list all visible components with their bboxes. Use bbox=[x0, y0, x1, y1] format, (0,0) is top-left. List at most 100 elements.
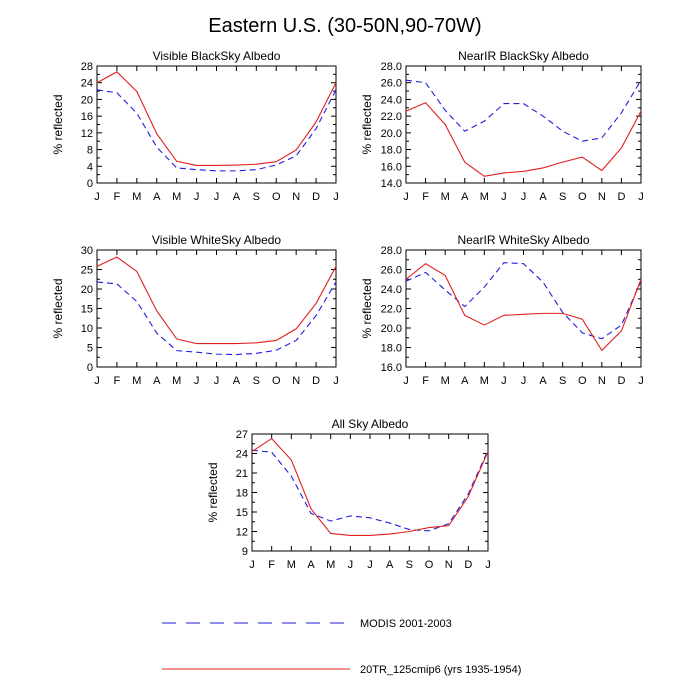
y-tick-label: 15 bbox=[81, 304, 93, 316]
series-line-modis bbox=[405, 79, 642, 142]
x-tick-label: D bbox=[464, 559, 472, 571]
y-tick-label: 16 bbox=[81, 111, 93, 123]
legend-label: 20TR_125cmip6 (yrs 1935-1954) bbox=[360, 664, 521, 676]
y-tick-label: 0 bbox=[87, 178, 93, 190]
series-line-model bbox=[405, 102, 642, 177]
x-tick-label: A bbox=[461, 375, 469, 387]
x-tick-label: S bbox=[253, 375, 260, 387]
x-tick-label: J bbox=[521, 191, 527, 203]
series-line-model bbox=[96, 256, 337, 345]
y-tick-label: 26.0 bbox=[381, 265, 402, 277]
x-tick-label: J bbox=[333, 375, 339, 387]
x-tick-label: M bbox=[172, 191, 181, 203]
y-tick-label: 18 bbox=[236, 488, 248, 500]
x-tick-label: J bbox=[348, 559, 354, 571]
y-tick-label: 20.0 bbox=[381, 128, 402, 140]
chart-panel: NearIR BlackSky Albedo % reflected 14.0 16.… bbox=[360, 49, 644, 203]
y-tick-label: 18.0 bbox=[381, 145, 402, 157]
x-tick-label: F bbox=[422, 191, 429, 203]
x-tick-label: A bbox=[461, 191, 469, 203]
y-tick-label: 14.0 bbox=[381, 178, 402, 190]
y-tick-label: 15 bbox=[236, 507, 248, 519]
x-tick-label: D bbox=[617, 191, 625, 203]
y-axis-label: % reflected bbox=[206, 462, 220, 522]
y-tick-label: 24.0 bbox=[381, 94, 402, 106]
y-axis-label: % reflected bbox=[51, 278, 65, 338]
x-tick-label: A bbox=[153, 191, 161, 203]
y-tick-label: 12 bbox=[81, 128, 93, 140]
x-tick-label: M bbox=[287, 559, 296, 571]
y-tick-label: 16.0 bbox=[381, 161, 402, 173]
y-tick-label: 0 bbox=[87, 362, 93, 374]
x-tick-label: J bbox=[485, 559, 491, 571]
series-line-model bbox=[251, 437, 489, 536]
x-tick-label: J bbox=[333, 191, 339, 203]
x-tick-label: S bbox=[406, 559, 413, 571]
x-tick-label: O bbox=[578, 191, 587, 203]
x-tick-label: M bbox=[480, 191, 489, 203]
x-tick-label: J bbox=[194, 375, 200, 387]
x-tick-label: A bbox=[233, 375, 241, 387]
panel-title: NearIR WhiteSky Albedo bbox=[457, 233, 589, 247]
panel-title: NearIR BlackSky Albedo bbox=[458, 49, 589, 63]
x-tick-label: J bbox=[403, 191, 409, 203]
x-tick-label: O bbox=[272, 191, 281, 203]
x-tick-label: A bbox=[307, 559, 315, 571]
x-tick-label: N bbox=[445, 559, 453, 571]
y-tick-label: 20.0 bbox=[381, 323, 402, 335]
y-tick-label: 28 bbox=[81, 61, 93, 73]
x-tick-label: F bbox=[268, 559, 275, 571]
x-tick-label: A bbox=[539, 375, 547, 387]
plot-frame bbox=[251, 433, 489, 552]
x-tick-label: D bbox=[312, 191, 320, 203]
y-tick-label: 28.0 bbox=[381, 245, 402, 257]
y-tick-label: 25 bbox=[81, 265, 93, 277]
x-tick-label: M bbox=[132, 191, 141, 203]
series-line-modis bbox=[96, 281, 337, 356]
legend-label: MODIS 2001-2003 bbox=[360, 618, 452, 630]
x-tick-label: J bbox=[521, 375, 527, 387]
x-tick-label: N bbox=[598, 375, 606, 387]
panel-title: All Sky Albedo bbox=[332, 417, 409, 431]
x-tick-label: J bbox=[214, 375, 220, 387]
x-tick-label: A bbox=[233, 191, 241, 203]
x-tick-label: J bbox=[194, 191, 200, 203]
x-tick-label: S bbox=[559, 191, 566, 203]
series-line-model bbox=[405, 262, 642, 352]
legend: MODIS 2001-2003 20TR_125cmip6 (yrs 1935-1… bbox=[162, 618, 521, 676]
x-tick-label: M bbox=[480, 375, 489, 387]
x-tick-label: N bbox=[292, 375, 300, 387]
y-axis-label: % reflected bbox=[360, 278, 374, 338]
chart-panel: Visible WhiteSky Albedo % reflected 0 5 10 15… bbox=[51, 233, 339, 387]
x-tick-label: J bbox=[214, 191, 220, 203]
x-tick-label: J bbox=[501, 375, 507, 387]
x-tick-label: A bbox=[153, 375, 161, 387]
plot-frame bbox=[405, 249, 642, 368]
y-tick-label: 22.0 bbox=[381, 111, 402, 123]
x-tick-label: J bbox=[403, 375, 409, 387]
x-tick-label: J bbox=[501, 191, 507, 203]
y-axis-label: % reflected bbox=[360, 94, 374, 154]
panel-title: Visible BlackSky Albedo bbox=[153, 49, 281, 63]
x-tick-label: J bbox=[638, 191, 644, 203]
y-tick-label: 24 bbox=[236, 449, 248, 461]
x-tick-label: N bbox=[292, 191, 300, 203]
x-tick-label: M bbox=[441, 191, 450, 203]
y-tick-label: 24 bbox=[81, 78, 93, 90]
y-tick-label: 21 bbox=[236, 468, 248, 480]
x-tick-label: D bbox=[312, 375, 320, 387]
series-line-modis bbox=[251, 449, 489, 532]
y-tick-label: 5 bbox=[87, 343, 93, 355]
y-tick-label: 20 bbox=[81, 284, 93, 296]
x-tick-label: N bbox=[598, 191, 606, 203]
y-tick-label: 30 bbox=[81, 245, 93, 257]
x-tick-label: J bbox=[367, 559, 373, 571]
y-tick-label: 26.0 bbox=[381, 78, 402, 90]
plot-frame bbox=[96, 249, 337, 368]
x-tick-label: J bbox=[94, 191, 100, 203]
x-tick-label: M bbox=[326, 559, 335, 571]
x-tick-label: F bbox=[114, 191, 121, 203]
x-tick-label: A bbox=[539, 191, 547, 203]
y-tick-label: 10 bbox=[81, 323, 93, 335]
